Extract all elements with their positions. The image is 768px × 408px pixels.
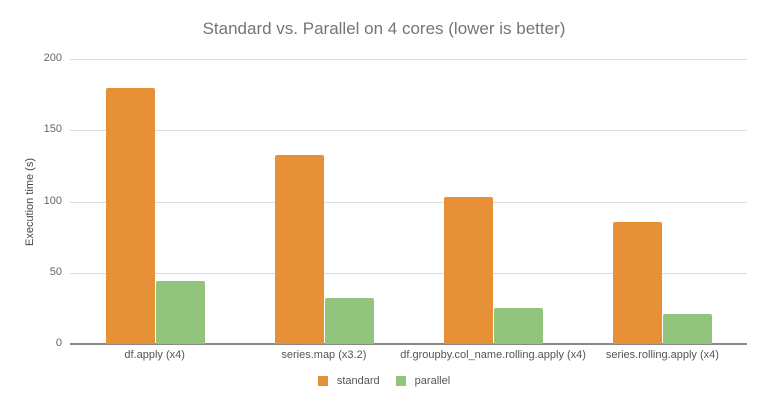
x-tick-label: series.rolling.apply (x4) [605,349,719,361]
gridline [70,272,747,274]
x-tick-label: df.apply (x4) [124,349,185,361]
legend-label-standard: standard [336,375,380,387]
bar-standard[interactable] [274,155,324,344]
legend-swatch-standard [317,376,328,386]
y-tick-label: 50 [49,265,62,278]
bar-parallel[interactable] [324,297,374,344]
y-tick-label: 0 [55,337,62,349]
bar-parallel[interactable] [663,314,713,344]
x-axis-line [70,343,747,345]
bar-standard[interactable] [444,197,494,344]
x-tick-label: df.groupby.col_name.rolling.apply (x4) [400,349,586,361]
legend-item-standard[interactable]: standard [317,375,380,387]
bar-standard[interactable] [105,87,155,344]
y-tick-label: 150 [43,123,62,136]
legend: standard parallel [0,375,768,387]
legend-item-parallel[interactable]: parallel [395,375,451,387]
legend-swatch-parallel [395,376,406,386]
gridline [70,130,747,132]
gridline [70,201,747,203]
gridline [70,59,747,60]
plot-area: 0 50 100 150 200 df.apply (x4) series.map (x3.… [44,52,747,361]
x-tick-label: series.map (x3.2) [281,349,367,361]
bar-standard[interactable] [613,222,663,344]
y-tick-label: 100 [43,194,62,207]
bar-parallel[interactable] [494,307,544,344]
chart-title: Standard vs. Parallel on 4 cores (lower … [202,19,566,38]
y-tick-label: 200 [43,52,62,64]
bar-parallel[interactable] [155,281,205,344]
legend-label-parallel: parallel [414,375,451,387]
